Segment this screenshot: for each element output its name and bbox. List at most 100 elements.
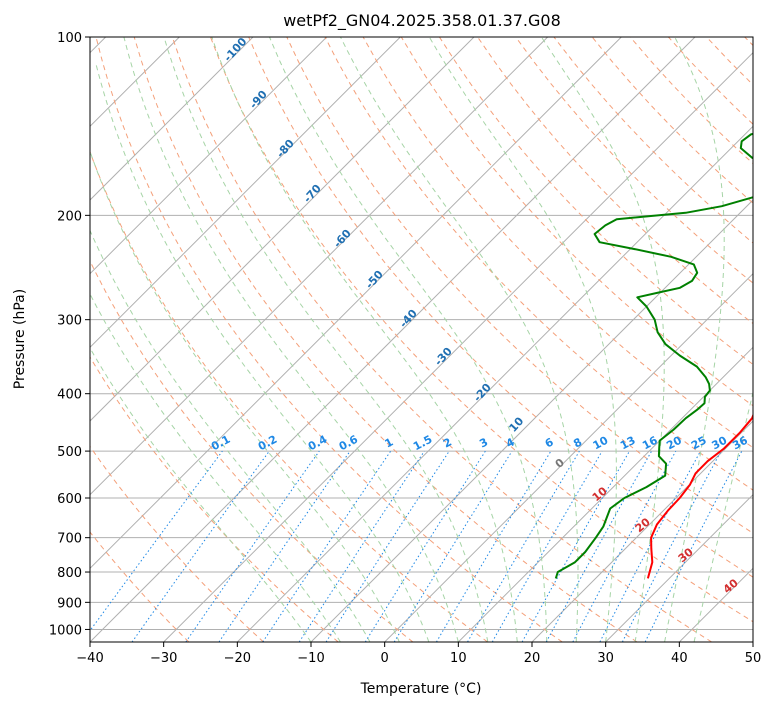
y-tick-label: 1000 [49,623,82,638]
dry-adiabat [553,37,753,244]
y-tick-label: 100 [57,31,82,46]
y-tick-label: 200 [57,209,82,224]
moist-adiabat [90,229,371,642]
y-axis: 100 200 300 400 500 600 700 800 900 1000 [49,31,90,638]
moist-adiabat [540,37,665,642]
x-axis: −40 −30 −20 −10 0 10 20 30 40 50 [76,642,761,666]
mixing-ratio-label: 13 [618,434,638,453]
chart-title: wetPf2_GN04.2025.358.01.37.G08 [283,11,561,31]
dry-adiabat-label: -80 [274,137,297,161]
mixing-ratio-line [521,450,630,642]
x-tick-label: 30 [597,651,614,666]
mixing-ratio-line [644,450,743,642]
dry-adiabat [133,37,638,642]
isotherm [752,641,753,642]
x-tick-label: 0 [381,651,389,666]
mixing-ratio-line [262,450,392,642]
dry-adiabat [171,37,712,642]
mixing-ratio-label: 36 [730,434,750,453]
profile-traces [554,132,753,579]
dry-adiabat [90,531,190,642]
dewpoint-trace [554,132,753,579]
dry-adiabat-label: -50 [363,268,386,292]
dry-adiabat [90,445,264,642]
isotherm [678,567,753,642]
dry-adiabat [95,37,563,642]
dry-adiabat-label: -70 [301,182,324,206]
y-tick-label: 700 [57,532,82,547]
moist-adiabat [340,37,579,642]
mixing-ratio-label: 0.4 [306,433,330,454]
dry-adiabat-label: -30 [432,345,455,369]
moist-adiabat-label: 30 [676,545,696,565]
moist-adiabat [163,37,489,642]
dry-adiabat-label: 10 [506,414,526,434]
isotherm [90,37,328,275]
mixing-ratio-label: 25 [689,434,709,453]
dry-adiabat [477,37,753,325]
plot-frame [89,36,754,643]
y-tick-label: 800 [57,566,82,581]
moist-adiabat [211,37,518,642]
isotherm [90,37,549,496]
moist-adiabat [94,61,430,642]
isotherm [605,493,753,642]
x-tick-label: −30 [150,651,177,666]
x-tick-label: 20 [524,651,541,666]
dry-adiabat [210,37,753,623]
moist-adiabat-label: 10 [590,484,610,504]
dry-adiabat [400,37,753,407]
dry-adiabat-label: -90 [247,88,270,112]
moist-adiabat-label: 40 [721,576,741,596]
mixing-ratio-label: 0.6 [337,433,361,454]
dry-adiabat [90,356,339,642]
moist-adiabat [123,37,459,642]
mixing-ratio-label: 0.1 [209,433,232,454]
mixing-ratio-line [185,450,320,642]
dry-adiabat [515,37,753,284]
dry-adiabat [706,37,753,86]
moist-adiabat [664,37,725,642]
isotherm [163,51,753,642]
y-tick-label: 600 [57,492,82,507]
moist-adiabat [269,37,548,642]
dry-adiabat [90,150,488,642]
dry-adiabat-label: -60 [331,227,354,251]
mixing-ratio-line [131,450,270,642]
isotherm [531,420,753,642]
dry-adiabat [248,37,753,578]
moist-adiabat [693,390,753,642]
line-labels: 0.1 0.2 0.4 0.6 1 1.5 2 3 4 6 8 10 13 16 20 25 30 3601020… [209,35,750,596]
x-tick-label: 10 [450,651,467,666]
moist-adiabat [90,149,400,642]
temperature-trace [646,413,753,579]
mixing-ratio-line [435,450,552,642]
mixing-ratio-line [467,450,580,642]
mixing-ratio-label: 6 [543,435,556,450]
dry-adiabat [90,259,414,642]
moist-adiabat [90,347,312,642]
y-tick-label: 300 [57,314,82,329]
x-tick-label: 40 [671,651,688,666]
isotherm [90,37,622,570]
moist-adiabat [90,293,341,642]
mixing-ratio-line [325,450,450,642]
moist-adiabat-label: 20 [633,515,653,535]
mixing-ratio-line [90,450,223,632]
mixing-ratio-label: 10 [591,434,611,453]
moist-adiabat [428,37,617,642]
mixing-ratio-line [545,450,653,642]
x-axis-label: Temperature (°C) [360,681,482,697]
background-lines [90,37,753,642]
isotherm [457,346,753,642]
mixing-ratio-line [298,450,425,642]
dry-adiabat-label: -20 [471,381,494,405]
y-tick-label: 500 [57,445,82,460]
mixing-ratio-label: 16 [640,434,660,453]
x-tick-label: 50 [745,651,762,666]
isotherm [384,272,753,642]
mixing-ratio-label: 0.2 [256,433,279,454]
y-tick-label: 900 [57,596,82,611]
mixing-ratio-line [572,450,677,642]
mixing-ratio-label: 8 [571,435,584,450]
